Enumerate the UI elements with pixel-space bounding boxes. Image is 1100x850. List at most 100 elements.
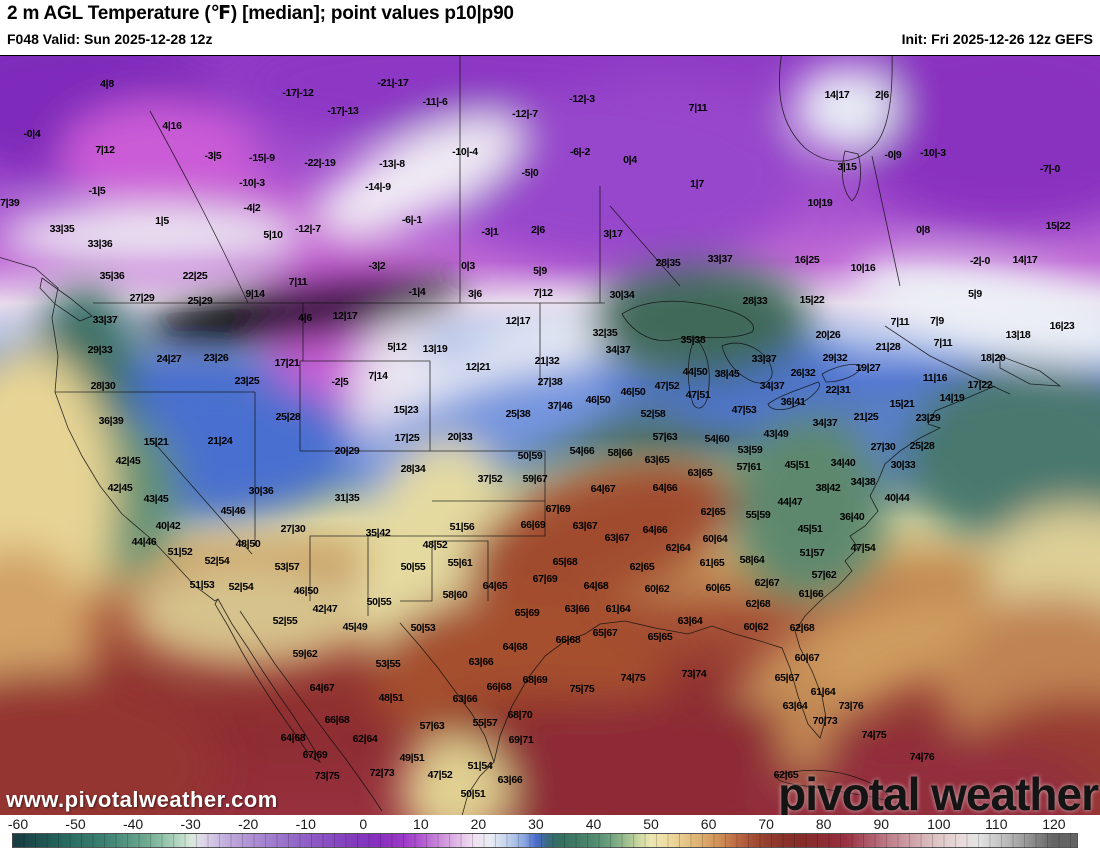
point-value: 58|60 <box>442 588 468 601</box>
watermark-url: www.pivotalweather.com <box>6 787 278 812</box>
point-value: 45|51 <box>797 522 823 535</box>
point-value: 35|38 <box>680 333 706 346</box>
colorbar-tick: -50 <box>65 816 86 832</box>
point-value: -17|-12 <box>282 86 314 99</box>
colorbar-tick: 10 <box>413 816 429 832</box>
point-value: 14|17 <box>824 88 850 101</box>
init-time-label: Init: Fri 2025-12-26 12z GEFS <box>901 31 1093 47</box>
point-value: 51|53 <box>189 578 215 591</box>
point-value: 61|66 <box>798 587 824 600</box>
point-value: -3|1 <box>481 225 499 238</box>
point-value: 60|65 <box>705 581 731 594</box>
point-value: 14|17 <box>1012 253 1038 266</box>
point-value: 50|51 <box>460 787 486 800</box>
point-value: -5|0 <box>521 166 539 179</box>
point-value: 30|33 <box>890 458 916 471</box>
colorbar-tick: 20 <box>470 816 487 832</box>
point-value: 30|36 <box>248 484 274 497</box>
colorbar-gradient <box>12 833 1078 848</box>
point-value: 46|50 <box>293 584 319 597</box>
point-value: 5|9 <box>533 264 547 277</box>
point-value: 34|37 <box>605 343 631 356</box>
point-value: -1|5 <box>88 184 106 197</box>
colorbar-tick: -40 <box>122 816 144 832</box>
field-blobs <box>0 56 1100 815</box>
point-value: 69|71 <box>508 733 534 746</box>
point-value: -6|-2 <box>569 145 591 158</box>
point-value: 12|17 <box>505 314 531 327</box>
point-value: 24|27 <box>156 352 182 365</box>
point-value: 49|51 <box>399 751 425 764</box>
point-value: 4|6 <box>298 311 312 324</box>
point-value: 62|64 <box>665 541 691 554</box>
colorbar-tick: 0 <box>359 816 368 832</box>
point-value: 0|4 <box>623 153 637 166</box>
point-value: 3|15 <box>837 160 857 173</box>
point-value: 11|16 <box>922 371 948 384</box>
point-value: -4|2 <box>243 201 261 214</box>
point-value: 73|75 <box>314 769 340 782</box>
point-value: 72|73 <box>369 766 395 779</box>
point-value: 44|47 <box>777 495 803 508</box>
point-value: 67|69 <box>302 748 328 761</box>
point-value: -12|-7 <box>512 107 538 120</box>
point-value: 66|68 <box>486 680 512 693</box>
point-value: 20|26 <box>815 328 841 341</box>
brand-logo: pivotal weather <box>778 768 1099 815</box>
colorbar-tick: 110 <box>985 816 1008 832</box>
point-value: -10|-4 <box>452 145 478 158</box>
point-value: 67|69 <box>545 502 571 515</box>
point-value: 64|66 <box>642 523 668 536</box>
point-value: 22|25 <box>182 269 208 282</box>
point-value: 62|65 <box>773 768 799 781</box>
point-value: 21|25 <box>853 410 879 423</box>
point-value: 14|19 <box>939 391 965 404</box>
colorbar-tick: -60 <box>7 816 29 832</box>
point-value: 61|65 <box>699 556 725 569</box>
point-value: 5|9 <box>968 287 982 300</box>
colorbar-tick: -20 <box>238 816 259 832</box>
colorbar-tick: 100 <box>927 816 951 832</box>
point-value: 70|73 <box>812 714 838 727</box>
point-value: 52|55 <box>272 614 298 627</box>
point-value: 63|66 <box>468 655 494 668</box>
point-value: -21|-17 <box>377 76 409 89</box>
colorbar-tick: 30 <box>528 816 544 832</box>
point-value: 60|62 <box>644 582 670 595</box>
point-value: 17|22 <box>967 378 993 391</box>
point-value: 63|66 <box>564 602 590 615</box>
point-value: 22|31 <box>825 383 851 396</box>
point-value: 54|60 <box>704 432 730 445</box>
point-value: 50|53 <box>410 621 436 634</box>
point-value: 47|51 <box>685 388 711 401</box>
point-value: 18|20 <box>980 351 1006 364</box>
point-value: 34|37 <box>812 416 838 429</box>
point-value: 51|52 <box>167 545 193 558</box>
point-value: 4|8 <box>100 77 114 90</box>
point-value: 53|59 <box>737 443 763 456</box>
point-value: -0|9 <box>884 148 902 161</box>
point-value: 7|12 <box>95 143 115 156</box>
point-value: 34|37 <box>759 379 785 392</box>
point-value: 3|17 <box>603 227 623 240</box>
point-value: 68|69 <box>522 673 548 686</box>
point-value: 73|76 <box>838 699 864 712</box>
point-value: 48|50 <box>235 537 261 550</box>
point-value: 45|49 <box>342 620 368 633</box>
point-value: 36|41 <box>780 395 806 408</box>
point-value: 74|75 <box>861 728 887 741</box>
point-value: 23|29 <box>915 411 941 424</box>
point-value: 55|59 <box>745 508 771 521</box>
colorbar-segment-lines <box>12 833 1078 848</box>
point-value: 1|7 <box>690 177 704 190</box>
point-value: -17|-13 <box>327 104 359 117</box>
point-value: 17|21 <box>274 356 300 369</box>
point-value: 0|8 <box>916 223 930 236</box>
point-value: 33|36 <box>87 237 113 250</box>
point-value: 27|29 <box>129 291 155 304</box>
point-value: 2|6 <box>875 88 889 101</box>
point-value: 33|37 <box>92 313 118 326</box>
point-value: 75|75 <box>569 682 595 695</box>
point-value: 25|28 <box>909 439 935 452</box>
point-value: 60|67 <box>794 651 820 664</box>
